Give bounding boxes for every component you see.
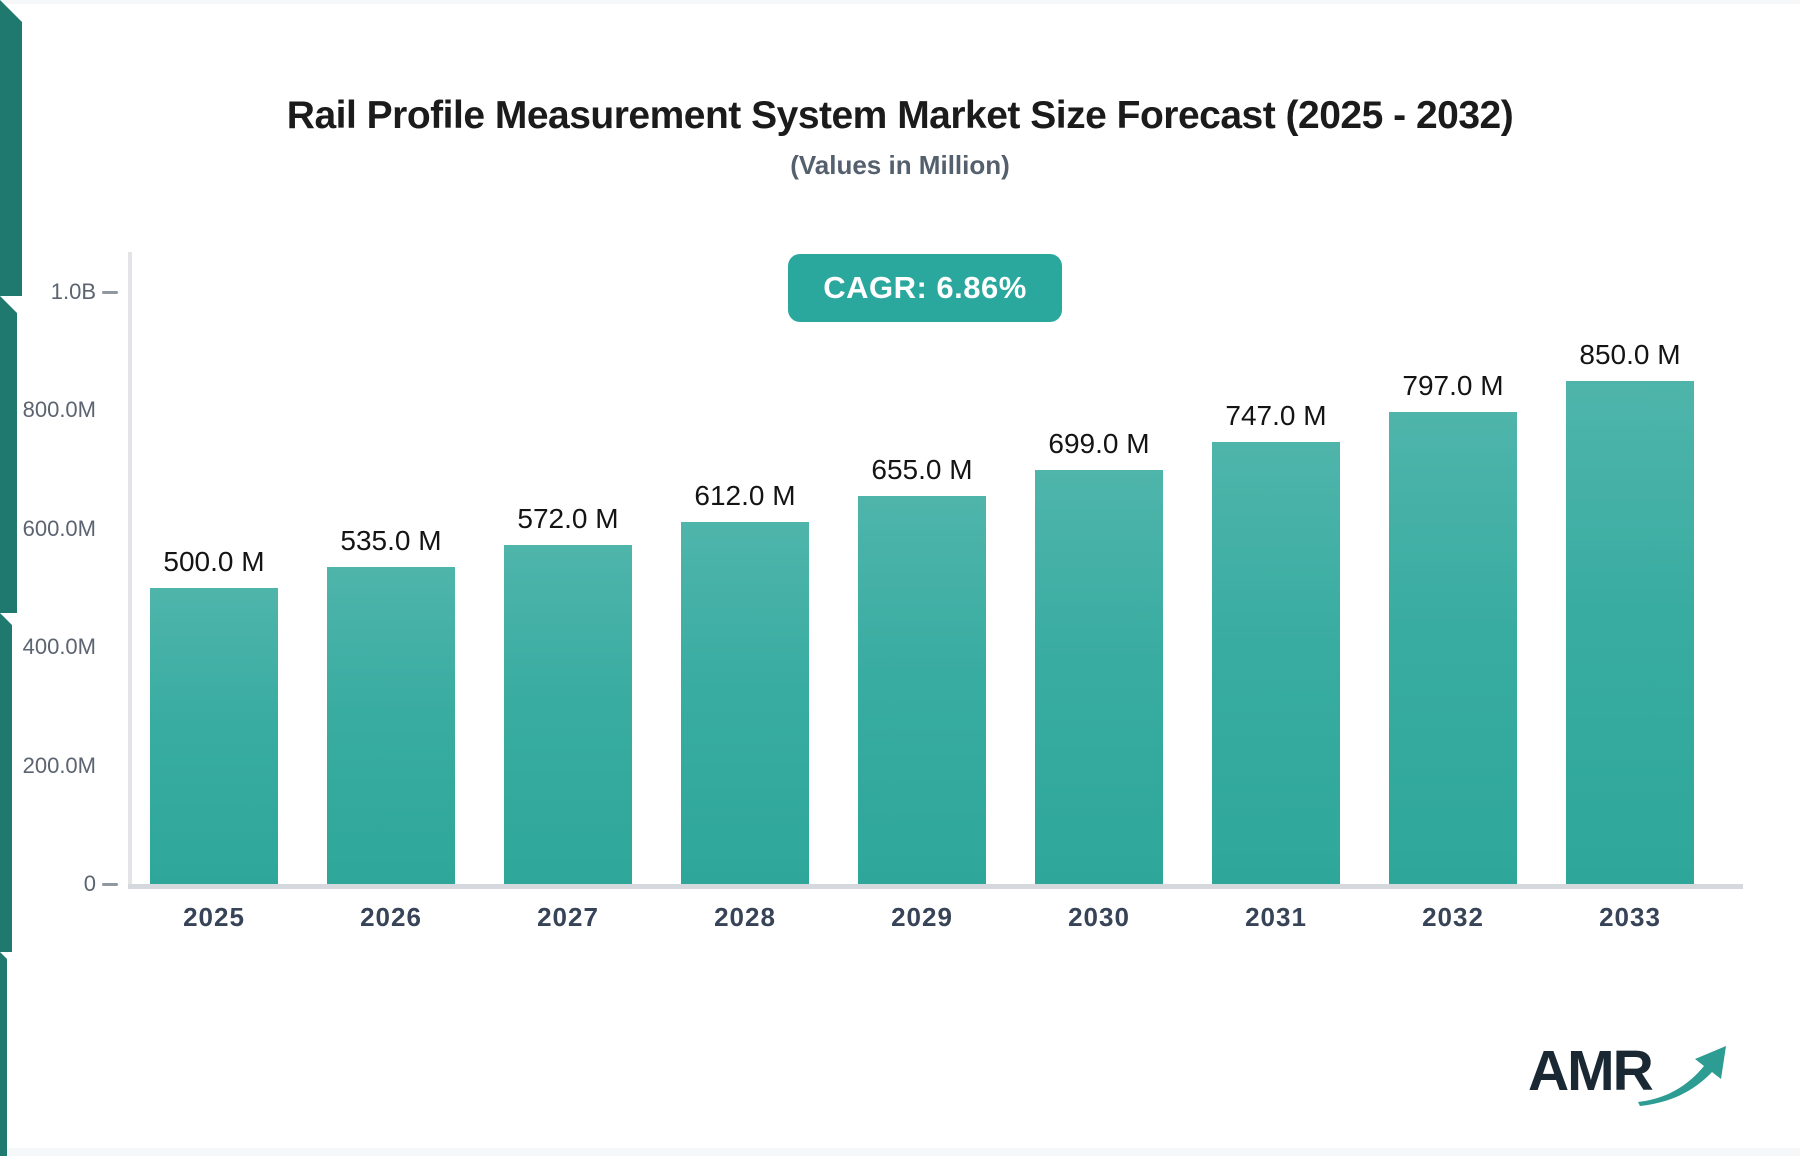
bar-value-label: 612.0 M <box>694 480 796 511</box>
bar-side-face <box>0 613 12 952</box>
page-subtitle: (Values in Million) <box>790 150 1010 180</box>
bar-value-label: 655.0 M <box>871 454 973 485</box>
bar-side-face <box>0 952 7 1156</box>
y-tick-dash <box>102 883 118 886</box>
y-tick-label: 800.0M <box>22 397 96 423</box>
bottom-edge-strip <box>0 1148 1800 1156</box>
x-tick-label-2030: 2030 <box>1068 902 1130 932</box>
x-tick-label-2027: 2027 <box>537 902 599 932</box>
top-edge-strip <box>0 0 1800 4</box>
bar-2026 <box>327 567 455 884</box>
bar-2032 <box>1389 412 1517 884</box>
bar-2031 <box>1212 442 1340 884</box>
x-tick-label-2029: 2029 <box>891 902 953 932</box>
amr-logo: AMR <box>1520 1036 1726 1116</box>
bar-2033 <box>1566 381 1694 884</box>
bar-value-label: 699.0 M <box>1048 428 1150 459</box>
y-tick-label: 1.0B <box>50 279 96 304</box>
y-tick-label: 200.0M <box>22 752 96 778</box>
bar-2030 <box>1035 470 1163 884</box>
y-tick-label: 400.0M <box>22 634 96 660</box>
bar-side-face <box>0 296 17 613</box>
cagr-badge: CAGR: 6.86% <box>788 254 1062 322</box>
bar-value-label: 797.0 M <box>1402 370 1504 401</box>
x-axis-line <box>128 884 1743 889</box>
y-tick-dash <box>102 291 118 294</box>
x-tick-label-2025: 2025 <box>183 902 245 932</box>
bar-value-label: 572.0 M <box>517 503 619 534</box>
bar-value-label: 535.0 M <box>340 525 442 556</box>
amr-logo-text: AMR <box>1528 1039 1654 1103</box>
bar-2027 <box>504 545 632 884</box>
bar-value-label: 850.0 M <box>1579 339 1681 370</box>
bar-value-label: 747.0 M <box>1225 400 1327 431</box>
x-tick-label-2031: 2031 <box>1245 902 1307 932</box>
bar-2025 <box>150 588 278 884</box>
y-tick-label: 0 <box>83 871 96 896</box>
bar-2029 <box>858 496 986 884</box>
bar-2028 <box>681 522 809 884</box>
x-tick-label-2033: 2033 <box>1599 902 1661 932</box>
x-tick-label-2028: 2028 <box>714 902 776 932</box>
x-tick-label-2032: 2032 <box>1422 902 1484 932</box>
page-title: Rail Profile Measurement System Market S… <box>286 94 1514 137</box>
bar-side-face <box>0 0 22 296</box>
y-axis-line <box>128 252 132 884</box>
growth-arrow-icon <box>1638 1046 1726 1106</box>
x-tick-label-2026: 2026 <box>360 902 422 932</box>
bar-value-label: 500.0 M <box>163 546 265 577</box>
y-tick-label: 600.0M <box>22 515 96 541</box>
